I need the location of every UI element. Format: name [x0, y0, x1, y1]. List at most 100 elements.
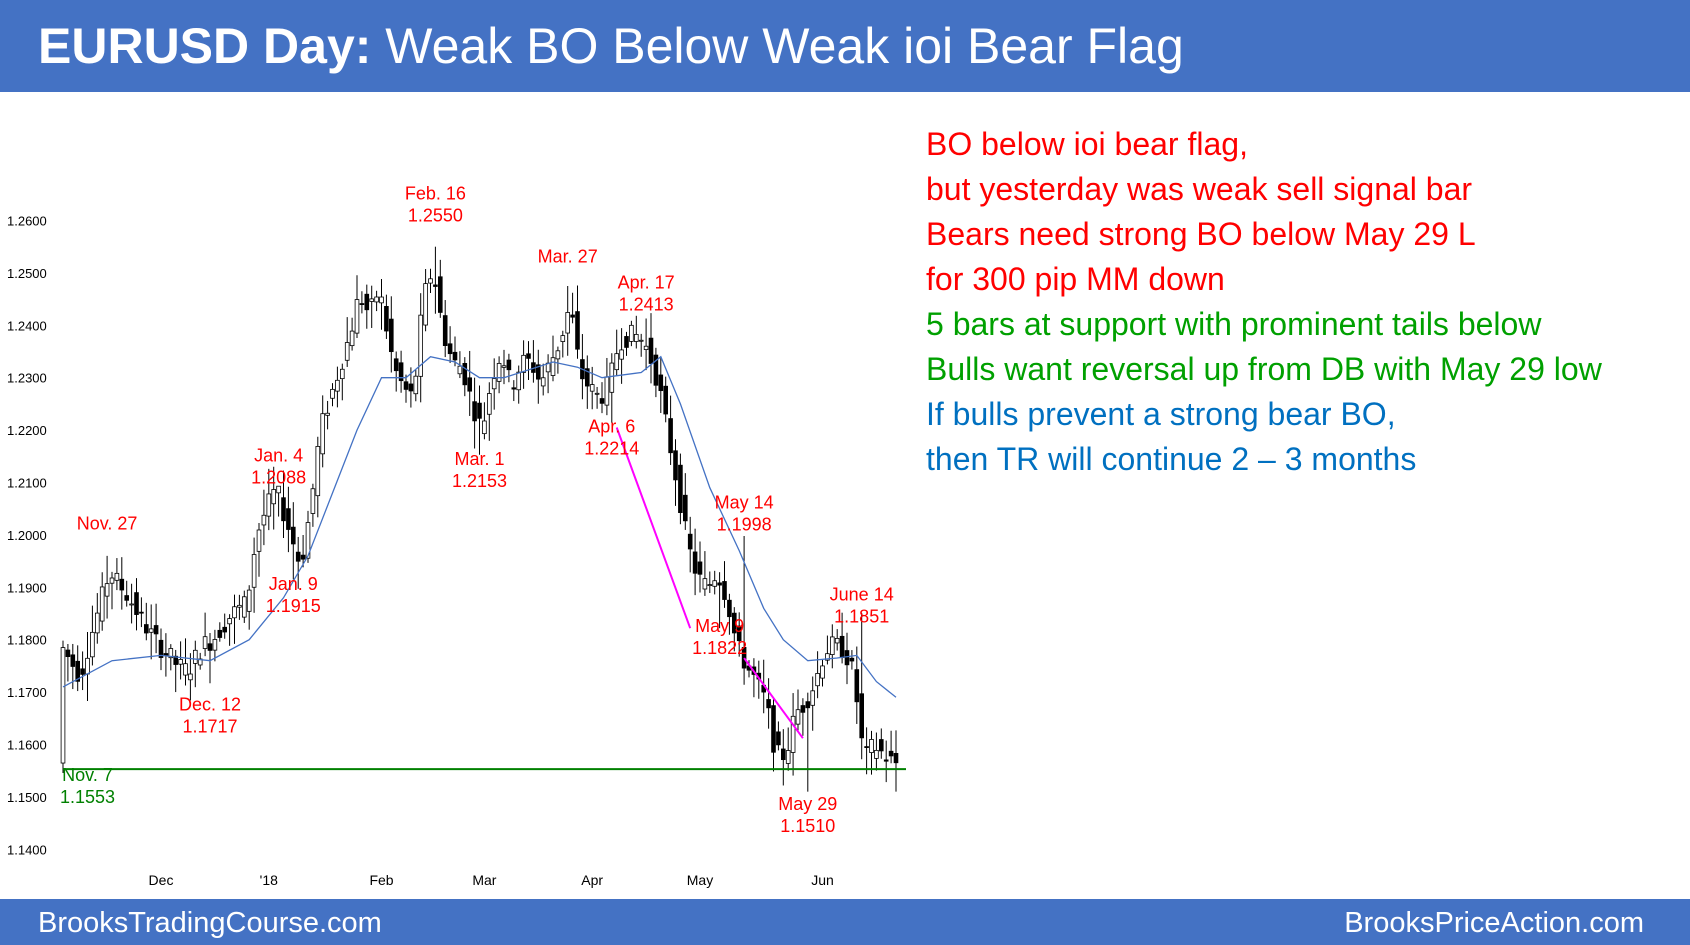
bear-candle: [673, 450, 678, 481]
price-annotation: 1.1717: [182, 716, 237, 736]
y-tick-label: 1.2200: [7, 423, 47, 438]
bull-candle: [266, 493, 272, 517]
note-line: BO below ioi bear flag,: [926, 126, 1248, 162]
bull-candle: [423, 283, 428, 326]
bear-candle: [624, 336, 629, 348]
price-annotation: 1.2550: [408, 206, 463, 226]
bear-candle: [653, 354, 659, 386]
bear-candle: [511, 387, 517, 390]
note-line: If bulls prevent a strong bear BO,: [926, 396, 1396, 432]
y-tick-label: 1.1600: [7, 738, 47, 753]
bear-candle: [163, 653, 169, 656]
bull-candle: [604, 376, 610, 406]
price-annotation: 1.1998: [717, 515, 772, 535]
price-annotation: 1.1915: [266, 596, 321, 616]
bear-candle: [462, 363, 468, 386]
candles: [60, 246, 899, 792]
bull-candle: [825, 653, 830, 661]
y-tick-label: 1.1800: [7, 633, 47, 648]
price-annotation: Feb. 16: [405, 184, 466, 204]
y-tick-label: 1.1400: [7, 842, 47, 857]
bull-candle: [712, 580, 717, 587]
bear-candle: [879, 739, 884, 752]
bear-candle: [408, 383, 414, 392]
bull-candle: [95, 612, 100, 634]
bear-candle: [668, 418, 673, 454]
bear-candle: [687, 533, 693, 550]
bear-candle: [472, 401, 477, 422]
bull-candle: [869, 739, 874, 753]
bear-candle: [70, 654, 76, 667]
bull-candle: [349, 330, 355, 347]
bear-candle: [717, 582, 722, 586]
x-tick-label: May: [687, 872, 713, 888]
bear-candle: [65, 649, 71, 657]
note-line: but yesterday was weak sell signal bar: [926, 171, 1473, 207]
bull-candle: [104, 583, 110, 597]
price-annotation: Nov. 27: [77, 514, 138, 534]
price-annotation: Jan. 9: [269, 574, 318, 594]
bull-candle: [614, 353, 619, 371]
price-annotation: 1.2153: [452, 471, 507, 491]
bear-candle: [859, 693, 864, 739]
bear-candle: [398, 362, 404, 382]
bull-candle: [638, 339, 644, 342]
bull-candle: [261, 514, 267, 526]
bear-candle: [776, 731, 781, 746]
bear-candle: [585, 368, 590, 387]
bull-candle: [232, 606, 237, 619]
bull-candle: [99, 586, 105, 622]
bull-candle: [227, 618, 232, 625]
footer-left-link[interactable]: BrooksTradingCourse.com: [38, 907, 382, 939]
bull-candle: [168, 648, 174, 659]
y-tick-label: 1.2600: [7, 214, 47, 229]
bear-candle: [722, 581, 727, 600]
bear-candle: [281, 497, 286, 522]
price-annotation: 1.2088: [251, 468, 306, 488]
bull-candle: [192, 649, 198, 664]
bull-candle: [344, 342, 350, 361]
bull-candle: [810, 690, 815, 706]
bear-candle: [124, 595, 130, 601]
bull-candle: [256, 529, 262, 552]
price-annotation: Mar. 1: [454, 449, 504, 469]
bear-candle: [290, 526, 296, 545]
commentary-notes: BO below ioi bear flag, but yesterday was…: [926, 122, 1602, 482]
y-tick-label: 1.1900: [7, 580, 47, 595]
bear-candle: [447, 343, 453, 355]
bull-candle: [246, 589, 252, 612]
title-bold: EURUSD Day:: [38, 18, 372, 74]
bull-candle: [271, 489, 276, 505]
bear-candle: [477, 402, 482, 419]
bear-candle: [888, 750, 894, 757]
bull-candle: [496, 362, 502, 382]
bull-candle: [594, 392, 600, 395]
price-annotation: 1.1510: [780, 816, 835, 836]
price-annotation: 1.1851: [834, 606, 889, 626]
price-annotation: Nov. 7: [62, 765, 113, 785]
footer-right-link[interactable]: BrooksPriceAction.com: [1344, 907, 1644, 939]
bear-candle: [781, 748, 786, 761]
price-annotation: Mar. 27: [538, 246, 598, 266]
bear-candle: [771, 705, 776, 753]
bear-candle: [295, 551, 301, 562]
bull-candle: [335, 379, 340, 392]
bear-candle: [648, 337, 654, 364]
bear-candle: [217, 629, 223, 638]
bull-candle: [482, 420, 487, 435]
bull-candle: [114, 572, 120, 581]
bear-trend-line: [615, 427, 692, 629]
bear-candle: [883, 759, 889, 762]
bull-candle: [237, 604, 242, 608]
bull-candle: [540, 377, 546, 387]
bull-candle: [834, 638, 840, 644]
bull-candle: [374, 296, 379, 303]
bull-candle: [320, 413, 325, 455]
bull-candle: [619, 349, 624, 360]
bear-candle: [839, 635, 845, 659]
bear-candle: [364, 293, 370, 311]
bear-trend-line: [743, 657, 804, 739]
bear-candle: [741, 647, 747, 669]
x-tick-label: Apr: [581, 872, 603, 888]
bear-candle: [766, 699, 771, 709]
